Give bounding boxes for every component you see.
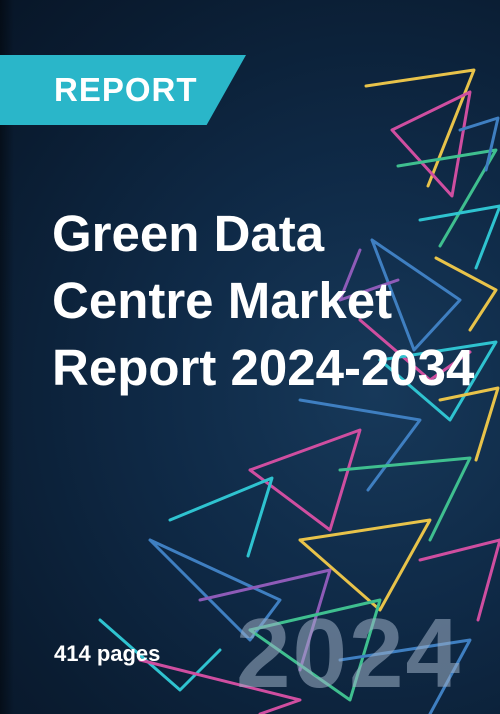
pattern-line <box>338 248 400 302</box>
pattern-line <box>198 568 332 672</box>
pattern-line <box>358 318 472 382</box>
report-title: Green Data Centre Market Report 2024-203… <box>52 205 475 396</box>
spine-shadow <box>0 0 14 714</box>
pattern-line <box>338 456 472 542</box>
pattern-line <box>438 386 500 462</box>
pattern-line <box>418 204 500 270</box>
pattern-line <box>364 68 476 188</box>
report-badge-label: REPORT <box>54 71 198 108</box>
pattern-line <box>458 116 500 172</box>
pattern-line <box>338 638 472 714</box>
pattern-line <box>370 238 462 352</box>
pattern-line <box>248 428 362 532</box>
pattern-line <box>148 538 282 642</box>
year-watermark: 2024 <box>236 598 463 708</box>
report-badge <box>0 55 246 125</box>
page-count: 414 pages <box>54 641 161 666</box>
pattern-line <box>298 518 432 612</box>
pattern-line <box>434 256 498 332</box>
pattern-line <box>138 658 302 714</box>
pattern-line <box>418 538 500 622</box>
pattern-line <box>378 340 498 422</box>
pattern-line <box>98 618 222 692</box>
pattern-line <box>168 476 274 558</box>
pattern-line <box>248 598 382 702</box>
